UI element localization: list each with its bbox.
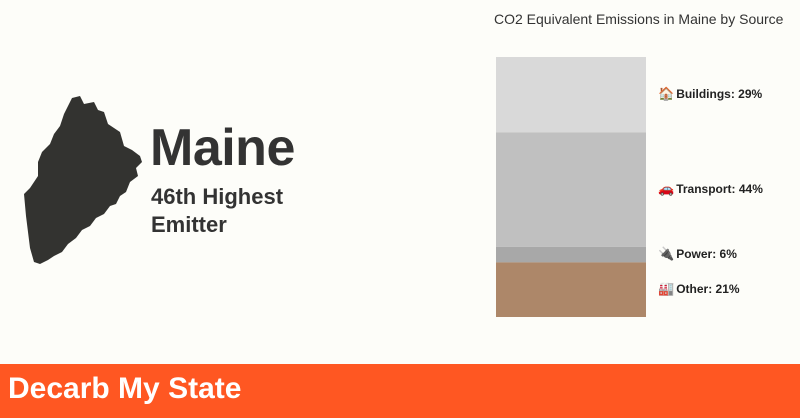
bar-segment-buildings	[496, 57, 646, 133]
buildings-icon: 🏠	[658, 86, 675, 102]
other-icon: 🏭	[658, 281, 675, 297]
segment-label-transport: 🚗 Transport: 44%	[658, 182, 763, 197]
rank-line-2: Emitter	[151, 212, 227, 237]
segment-label-text: Other: 21%	[676, 282, 740, 297]
chart-title: CO2 Equivalent Emissions in Maine by Sou…	[494, 11, 784, 27]
footer-bar: Decarb My State	[0, 364, 800, 418]
power-icon: 🔌	[658, 246, 675, 262]
rank-line-1: 46th Highest	[151, 184, 284, 209]
transport-icon: 🚗	[658, 181, 675, 197]
segment-label-text: Buildings: 29%	[676, 87, 763, 102]
brand-name: Decarb My State	[8, 372, 242, 405]
segment-label-text: Transport: 44%	[676, 182, 763, 197]
bar-segment-other	[496, 262, 646, 317]
bar-segment-transport	[496, 132, 646, 247]
segment-label-buildings: 🏠 Buildings: 29%	[658, 87, 762, 102]
bar-segment-power	[496, 246, 646, 263]
state-name: Maine	[150, 119, 295, 177]
segment-label-other: 🏭 Other: 21%	[658, 282, 740, 297]
segment-label-text: Power: 6%	[676, 247, 737, 262]
emitter-rank: 46th Highest Emitter	[151, 183, 351, 239]
maine-shape	[24, 96, 142, 264]
segment-label-power: 🔌 Power: 6%	[658, 247, 737, 262]
maine-map-icon	[24, 96, 142, 264]
